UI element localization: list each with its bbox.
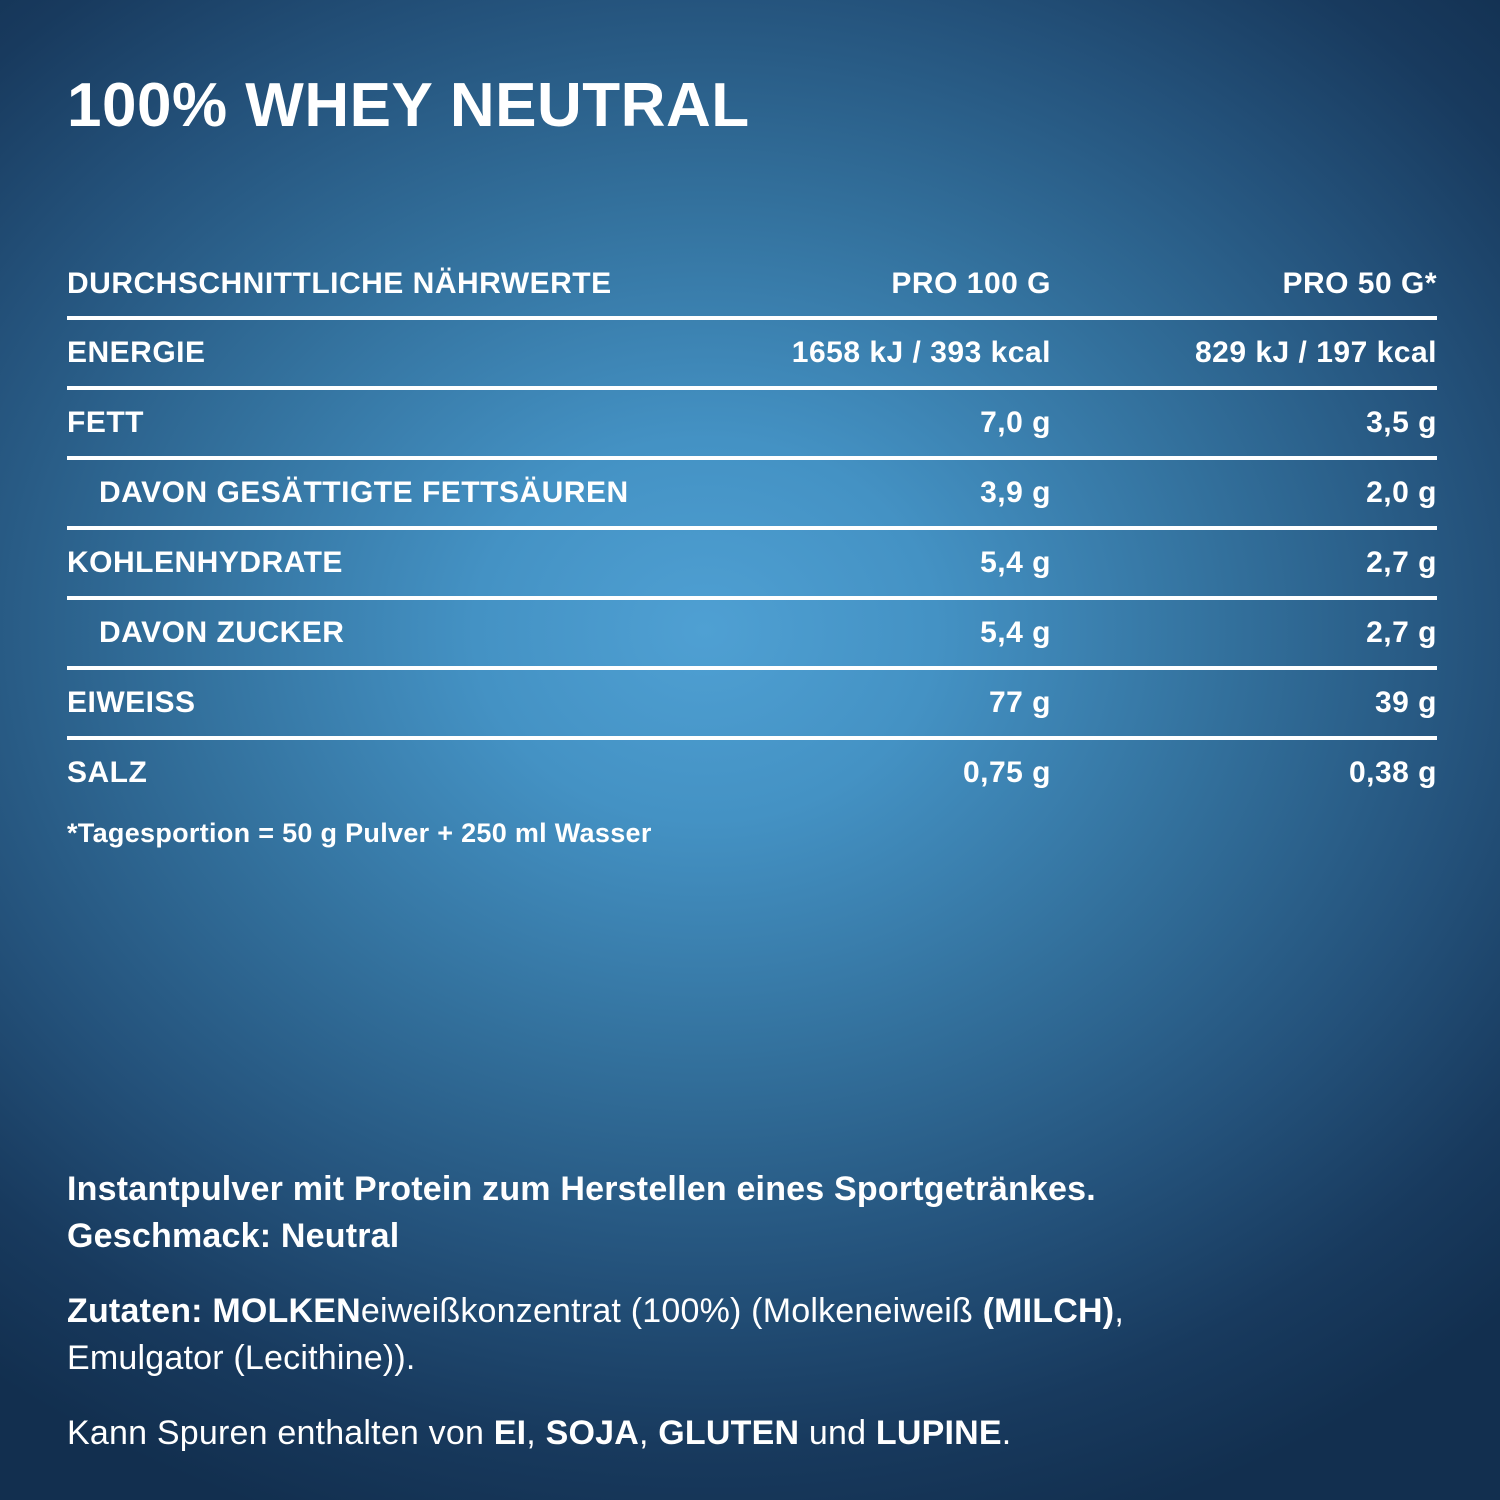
table-row-zucker: DAVON ZUCKER 5,4 g 2,7 g — [67, 600, 1437, 670]
description-allergen-traces: Kann Spuren enthalten von EI, SOJA, GLUT… — [67, 1414, 1012, 1452]
table-header-per-100g: PRO 100 G — [891, 267, 1051, 300]
value-per-50g: 2,7 g — [1366, 546, 1437, 579]
nutrient-label: SALZ — [67, 756, 148, 789]
value-per-50g: 0,38 g — [1348, 756, 1437, 789]
description-product-statement: Instantpulver mit Protein zum Herstellen… — [67, 1170, 1096, 1255]
nutrition-table: DURCHSCHNITTLICHE NÄHRWERTE PRO 100 G PR… — [67, 252, 1437, 849]
value-per-50g: 39 g — [1374, 686, 1437, 719]
value-per-50g: 2,0 g — [1366, 476, 1437, 509]
value-per-100g: 77 g — [988, 686, 1051, 719]
table-row-gesaettigte-fettsaeuren: DAVON GESÄTTIGTE FETTSÄUREN 3,9 g 2,0 g — [67, 460, 1437, 530]
value-per-100g: 7,0 g — [980, 406, 1051, 439]
table-row-kohlenhydrate: KOHLENHYDRATE 5,4 g 2,7 g — [67, 530, 1437, 600]
value-per-100g: 0,75 g — [962, 756, 1051, 789]
serving-footnote: *Tagesportion = 50 g Pulver + 250 ml Was… — [67, 818, 652, 848]
value-per-50g: 829 kJ / 197 kcal — [1194, 336, 1437, 369]
product-title: 100% WHEY NEUTRAL — [67, 71, 750, 140]
table-header-per-50g: PRO 50 G* — [1282, 267, 1437, 300]
value-per-50g: 3,5 g — [1366, 406, 1437, 439]
value-per-100g: 5,4 g — [980, 546, 1051, 579]
value-per-100g: 3,9 g — [980, 476, 1051, 509]
table-row-eiweiss: EIWEISS 77 g 39 g — [67, 670, 1437, 740]
description-ingredients: Zutaten: MOLKENeiweißkonzentrat (100%) (… — [67, 1292, 1124, 1377]
table-row-fett: FETT 7,0 g 3,5 g — [67, 390, 1437, 460]
nutrient-label: ENERGIE — [67, 336, 206, 369]
nutrient-label: FETT — [67, 406, 144, 439]
table-row-salz: SALZ 0,75 g 0,38 g — [67, 740, 1437, 806]
value-per-50g: 2,7 g — [1366, 616, 1437, 649]
nutrient-label: EIWEISS — [67, 686, 196, 719]
nutrient-label: KOHLENHYDRATE — [67, 546, 343, 579]
table-header-nutrients: DURCHSCHNITTLICHE NÄHRWERTE — [67, 267, 612, 300]
value-per-100g: 5,4 g — [980, 616, 1051, 649]
nutrient-label: DAVON ZUCKER — [99, 616, 345, 649]
product-description: Instantpulver mit Protein zum Herstellen… — [67, 1166, 1447, 1485]
table-row-energie: ENERGIE 1658 kJ / 393 kcal 829 kJ / 197 … — [67, 320, 1437, 390]
nutrient-label: DAVON GESÄTTIGTE FETTSÄUREN — [99, 476, 629, 509]
value-per-100g: 1658 kJ / 393 kcal — [791, 336, 1051, 369]
table-header-row: DURCHSCHNITTLICHE NÄHRWERTE PRO 100 G PR… — [67, 252, 1437, 320]
